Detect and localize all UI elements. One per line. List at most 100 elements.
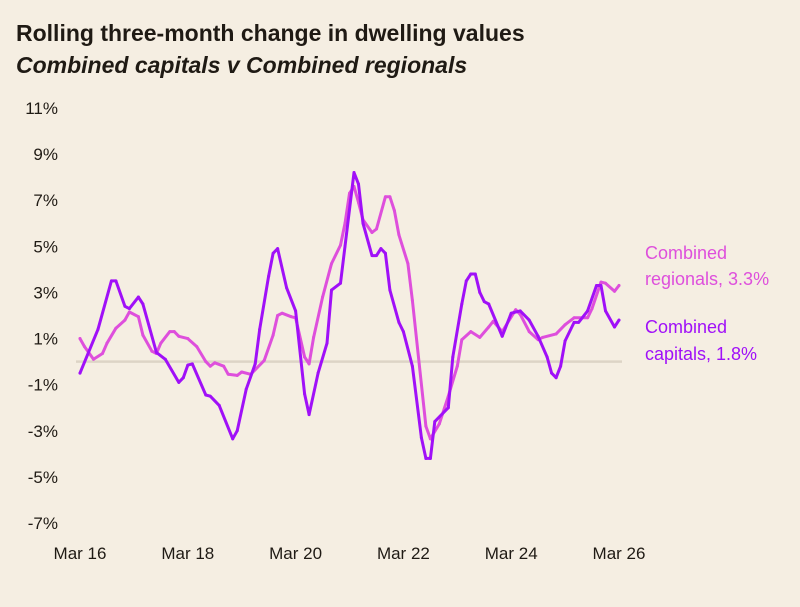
data-point xyxy=(208,394,212,398)
data-point xyxy=(374,254,378,258)
data-point xyxy=(172,330,176,334)
y-tick-label: 11% xyxy=(25,99,58,118)
data-point xyxy=(343,221,347,225)
data-point xyxy=(563,339,567,343)
data-point xyxy=(262,358,266,362)
data-point xyxy=(186,337,190,341)
x-tick-label: Mar 20 xyxy=(269,544,322,563)
data-point xyxy=(554,376,558,380)
data-point xyxy=(217,403,221,407)
y-tick-label: 9% xyxy=(33,145,58,164)
data-point xyxy=(181,376,185,380)
data-point xyxy=(235,429,239,433)
data-point xyxy=(419,436,423,440)
data-point xyxy=(482,300,486,304)
data-point xyxy=(577,320,581,324)
data-point xyxy=(388,288,392,292)
data-point xyxy=(545,355,549,359)
data-point xyxy=(330,288,334,292)
data-point xyxy=(446,406,450,410)
data-point xyxy=(276,247,280,251)
data-point xyxy=(339,281,343,285)
data-point xyxy=(397,320,401,324)
data-point xyxy=(177,380,181,384)
y-axis: 11% 9% 7% 5% 3% 1% -1% -3% -5% -7% xyxy=(25,99,58,533)
data-point xyxy=(451,355,455,359)
data-point xyxy=(141,333,145,337)
data-point xyxy=(383,251,387,255)
data-point xyxy=(487,325,491,329)
data-point xyxy=(478,335,482,339)
data-point xyxy=(109,279,113,283)
data-point xyxy=(487,302,491,306)
data-point xyxy=(123,318,127,322)
data-point xyxy=(613,289,617,293)
data-point xyxy=(428,437,432,441)
y-tick-label: 1% xyxy=(33,330,58,349)
data-point xyxy=(410,299,414,303)
data-point xyxy=(370,254,374,258)
data-point xyxy=(127,310,131,314)
data-point xyxy=(303,392,307,396)
data-point xyxy=(383,195,387,199)
data-point xyxy=(604,281,608,285)
data-point xyxy=(168,330,172,334)
y-tick-label: -3% xyxy=(28,422,58,441)
data-point xyxy=(554,332,558,336)
data-point xyxy=(258,327,262,331)
data-point xyxy=(213,361,217,365)
data-point xyxy=(114,279,118,283)
data-point xyxy=(563,323,567,327)
data-point xyxy=(136,295,140,299)
data-point xyxy=(285,286,289,290)
data-point xyxy=(321,295,325,299)
data-point xyxy=(96,327,100,331)
data-point xyxy=(469,330,473,334)
data-point xyxy=(267,274,271,278)
data-point xyxy=(541,335,545,339)
data-point xyxy=(78,371,82,375)
series-labels: Combined regionals, 3.3% Combined capitals,… xyxy=(645,243,769,364)
data-point xyxy=(437,422,441,426)
data-point xyxy=(271,333,275,337)
series-label-line1: Combined xyxy=(645,243,727,263)
data-point xyxy=(186,363,190,367)
data-point xyxy=(330,262,334,266)
series-line-1 xyxy=(78,171,621,460)
data-point xyxy=(586,309,590,313)
data-point xyxy=(136,315,140,319)
data-point xyxy=(82,345,86,349)
data-point xyxy=(127,307,131,311)
data-point xyxy=(388,195,392,199)
data-point xyxy=(590,307,594,311)
data-point xyxy=(550,371,554,375)
y-tick-label: -1% xyxy=(28,376,58,395)
data-point xyxy=(303,355,307,359)
data-point xyxy=(500,334,504,338)
x-tick-label: Mar 16 xyxy=(54,544,107,563)
data-point xyxy=(469,272,473,276)
data-point xyxy=(276,314,280,317)
y-tick-label: -7% xyxy=(28,514,58,533)
data-point xyxy=(473,272,477,276)
data-point xyxy=(190,362,194,366)
data-point xyxy=(105,341,109,345)
data-point xyxy=(222,364,226,368)
data-point xyxy=(307,362,311,366)
data-point xyxy=(478,290,482,294)
data-point xyxy=(374,227,378,231)
data-point xyxy=(599,284,603,288)
data-point xyxy=(370,231,374,234)
data-point xyxy=(527,330,531,334)
data-point xyxy=(617,318,621,322)
data-point xyxy=(559,364,563,368)
data-point xyxy=(356,182,360,186)
data-point xyxy=(527,318,531,322)
data-point xyxy=(226,372,230,376)
y-tick-label: 5% xyxy=(33,237,58,256)
series-line-0 xyxy=(78,184,621,441)
data-point xyxy=(424,456,428,460)
y-tick-label: 7% xyxy=(33,191,58,210)
x-tick-label: Mar 22 xyxy=(377,544,430,563)
